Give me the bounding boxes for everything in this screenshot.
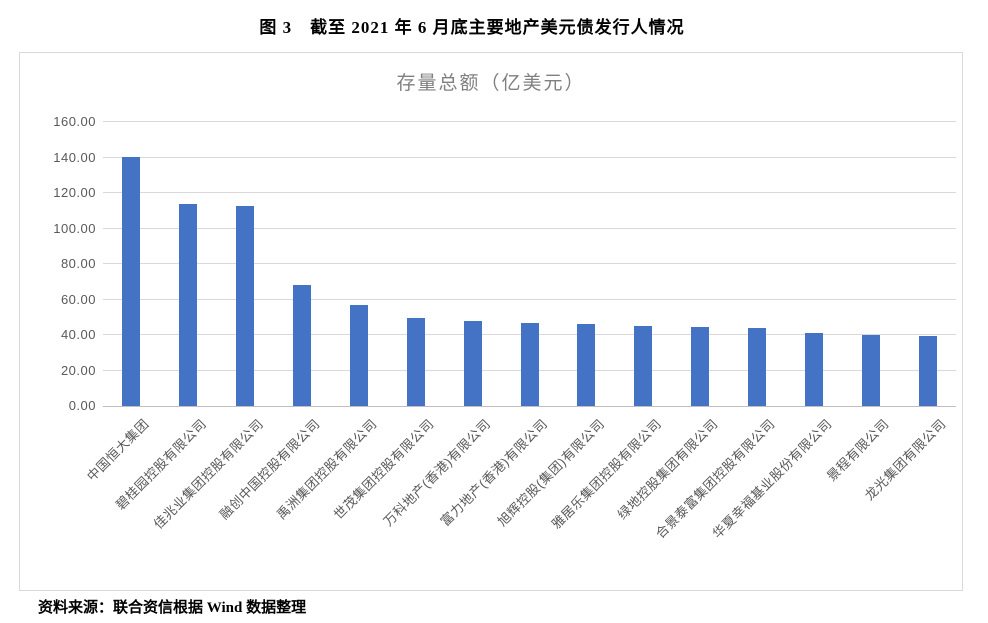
bar xyxy=(577,324,596,406)
y-tick-label: 20.00 xyxy=(60,362,96,378)
bar xyxy=(349,304,368,406)
bar xyxy=(179,203,198,406)
y-tick-label: 80.00 xyxy=(60,256,96,271)
chart-container: 存量总额（亿美元） 0.00 20.00 40.00 60.00 80.00 100.00… xyxy=(19,52,963,591)
y-tick-label: 140.00 xyxy=(53,149,96,165)
x-category-label: 万科地产(香港)有限公司 xyxy=(380,416,494,530)
x-category-label: 世茂集团控股有限公司 xyxy=(330,416,437,523)
x-category-label: 旭辉控股(集团)有限公司 xyxy=(494,416,608,530)
source-note: 资料来源：联合资信根据 Wind 数据整理 xyxy=(38,600,307,616)
bar xyxy=(918,336,937,406)
plot-area xyxy=(103,121,956,407)
y-tick-label: 100.00 xyxy=(53,220,96,236)
bar xyxy=(747,327,766,406)
gridline xyxy=(103,156,956,158)
gridline xyxy=(103,227,956,229)
bar xyxy=(463,320,482,406)
bar xyxy=(293,284,312,406)
y-tick-label: 160.00 xyxy=(53,114,96,129)
bar xyxy=(634,326,653,406)
x-category-label: 绿地控股集团有限公司 xyxy=(614,416,721,523)
bar xyxy=(520,322,539,406)
gridline xyxy=(103,263,956,264)
x-category-label: 富力地产(香港)有限公司 xyxy=(437,416,551,530)
gridline xyxy=(103,192,956,193)
bar xyxy=(804,333,823,406)
y-tick-label: 0.00 xyxy=(68,398,96,413)
bar xyxy=(122,157,141,406)
gridline xyxy=(103,298,956,300)
bar xyxy=(236,205,255,406)
x-category-label: 禹洲集团控股有限公司 xyxy=(273,416,380,523)
y-tick-label: 40.00 xyxy=(60,327,96,342)
x-category-label: 融创中国控股有限公司 xyxy=(216,416,323,523)
figure-caption: 图 3 截至 2021 年 6 月底主要地产美元债发行人情况 xyxy=(259,18,685,37)
bar xyxy=(861,335,880,406)
y-tick-label: 60.00 xyxy=(60,291,96,307)
bar xyxy=(406,318,425,406)
y-tick-label: 120.00 xyxy=(53,185,96,200)
chart-title: 存量总额（亿美元） xyxy=(396,73,586,94)
bar xyxy=(691,326,710,406)
x-axis-line xyxy=(103,406,956,407)
gridline xyxy=(103,121,956,122)
